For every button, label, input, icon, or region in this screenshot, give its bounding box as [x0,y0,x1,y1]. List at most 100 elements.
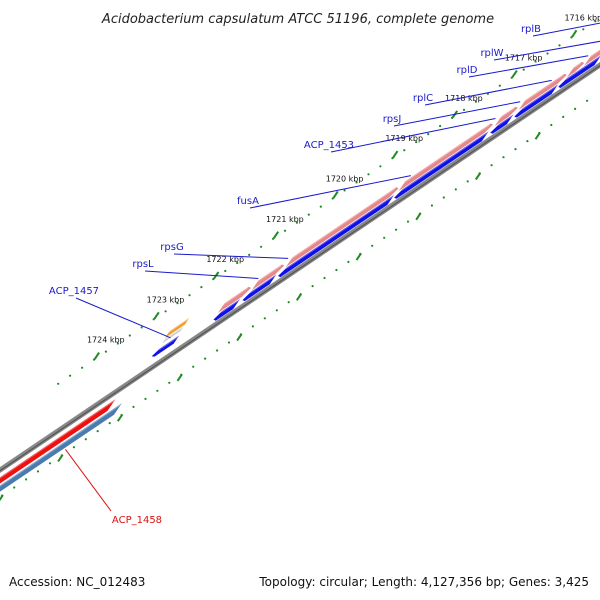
outer-tick-dot [462,108,466,111]
accession-text: Accession: NC_012483 [9,575,146,589]
major-tick [415,212,422,221]
gene-label: rpsL [132,259,154,270]
tick-label: 1716 kbp [564,13,600,22]
label-leader-line [249,175,411,209]
reverse-cds [213,299,240,321]
highlight-forward-cds [0,399,116,484]
reverse-cds-shine [249,274,277,294]
highlight-reverse-cds [0,403,122,492]
outer-tick-dot [379,165,382,168]
major-tick [295,293,303,301]
outer-tick-dot [128,334,131,337]
inner-tick-dot [204,357,207,360]
major-tick [571,29,578,38]
outer-tick-dot [343,189,346,192]
inner-tick-dot [371,244,374,247]
inner-tick-dot [251,325,254,328]
reverse-cds [151,335,180,357]
inner-tick-dot [156,389,159,392]
trna-feature-grey-shine [163,326,184,341]
inner-tick-dot [25,478,28,481]
major-tick [534,132,541,140]
gene-label: fusA [237,196,259,207]
outer-tick-dot [307,213,310,216]
gene-label: rplD [457,65,478,76]
inner-tick-dot [323,276,326,280]
outer-tick-dot [439,124,442,128]
major-tick [272,231,280,239]
inner-tick-dot [96,430,99,433]
outer-tick-dot [474,100,477,103]
forward-cds [518,73,567,110]
forward-cds-shine [290,187,397,260]
forward-cds-shine [403,123,491,184]
reverse-cds-shine [521,84,559,111]
outer-tick-dot [212,278,215,281]
forward-cds [584,49,600,66]
gene-label: ACP_1458 [112,515,162,526]
inner-tick-dot [132,405,135,408]
trna-feature-grey [162,326,184,344]
highlight-forward-cds-shine [0,399,116,479]
inner-tick-dot [48,462,52,465]
outer-tick-dot [594,20,597,23]
inner-tick-dot [490,164,493,167]
forward-cds [494,106,518,127]
outer-tick-dot [116,342,119,345]
outer-tick-dot [236,261,239,265]
gene-features [0,49,600,492]
outer-tick-dot [200,286,203,289]
inner-tick-dot [430,204,433,207]
inner-tick-dot [84,438,87,441]
inner-tick-dot [108,422,111,425]
outer-tick-dot [271,237,275,240]
tick-label: 1721 kbp [266,215,304,224]
label-leader-line [468,55,589,78]
major-tick [332,190,339,199]
outer-tick-dot [510,76,513,79]
tick-label: 1719 kbp [385,134,423,143]
outer-tick-dot [140,326,143,329]
inner-tick-dot [586,99,589,102]
reverse-cds-shine [497,114,514,127]
gene-label: ACP_1453 [304,140,354,151]
forward-cds-shine [571,61,582,70]
gene-label: rpsG [160,242,183,253]
reverse-cds-shine [285,194,395,270]
outer-tick-dot [403,149,406,152]
inner-tick-dot [514,148,517,151]
inner-tick-dot [144,397,147,400]
outer-tick-dot [558,44,561,47]
major-tick [511,70,518,78]
outer-tick-dot [176,302,179,305]
inner-tick-dot [275,309,278,312]
tick-label: 1723 kbp [147,295,185,304]
forward-cds-shine [256,264,282,283]
gene-label: rplW [480,48,503,59]
forward-cds-shine [499,106,516,119]
backbone-shadow [0,64,600,472]
reverse-cds [558,55,600,88]
major-tick [474,172,482,181]
tick-label: 1720 kbp [326,175,364,184]
tick-label: 1718 kbp [445,94,483,103]
outer-tick-dot [295,221,298,224]
inner-tick-dot [442,196,445,199]
highlight-reverse-cds-shine [0,403,122,487]
outer-tick-dot [582,28,585,31]
major-tick [116,414,124,422]
forward-cds [398,123,494,192]
inner-tick-dot [562,115,565,118]
label-leader-line [330,118,496,153]
inner-tick-dot [406,220,410,223]
outer-tick-dot [81,366,84,369]
major-tick [236,333,243,342]
outer-tick-dot [104,350,107,353]
gene-label: rpsJ [383,114,402,125]
inner-tick-dot [574,107,577,110]
inner-tick-dot [502,156,505,159]
inner-tick-dot [192,365,195,368]
reverse-cds [394,131,489,199]
inner-tick-dot [168,381,171,384]
inner-tick-dot [383,236,386,239]
